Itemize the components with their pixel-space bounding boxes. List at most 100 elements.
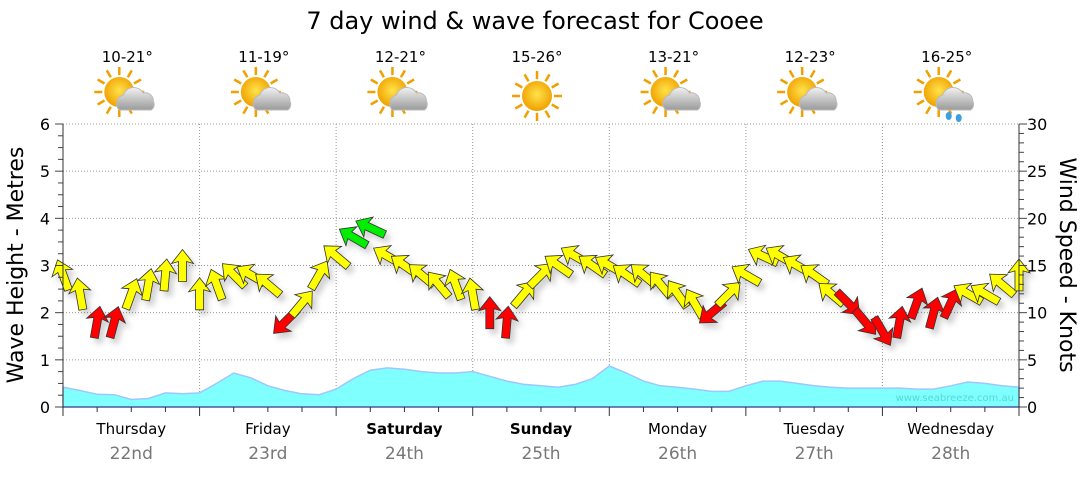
wind-arrow-shape [509,281,535,310]
wind-arrow [323,245,352,271]
wind-arrow [120,278,144,311]
cloud [252,87,292,111]
wind-arrow-shape [323,245,352,271]
sun-ray [97,99,106,106]
sun-ray [523,110,530,119]
day-date: 22nd [110,444,153,464]
y-tick-left: 3 [40,257,50,276]
wave-height-area [62,365,1020,408]
y-tick-right: 5 [1027,351,1037,370]
wind-arrow [544,254,575,279]
wind-arrow-shape [939,288,963,320]
sunny-icon [512,71,562,121]
cloud [116,87,155,111]
wind-arrow [443,268,467,302]
sun-ray [643,99,652,106]
y-tick-left: 4 [40,209,50,228]
watermark: www.seabreeze.com.au [896,393,1014,404]
partly-cloudy-icon [367,67,428,117]
sun-ray [263,69,270,78]
day-date: 28th [931,444,970,464]
cloud [389,87,428,111]
wind-arrow [509,281,535,310]
sun-ray [242,69,249,78]
cloud-rain-icon [913,67,975,122]
wind-arrow-shape [120,278,144,311]
y-tick-right: 25 [1027,162,1047,181]
wind-arrow-shape [714,282,741,309]
wind-arrow [526,263,553,290]
sun-ray [679,78,688,85]
sun-ray [105,69,112,78]
sun-ray [105,106,112,115]
cloud [799,87,838,111]
axes: 0 1 2 3 4 5 6 0 5 10 15 20 25 30 [40,115,1048,417]
rain-drop [955,114,962,122]
y-tick-right: 15 [1027,257,1047,276]
sun-ray [523,73,530,82]
sun-ray [233,99,242,106]
wind-arrow-shape [905,287,929,321]
day-date: 25th [521,444,560,464]
wind-arrow [970,282,1002,306]
sun-ray [946,69,953,78]
sun-ray [779,78,789,85]
sun-ray [544,73,551,82]
partly-cloudy-icon [777,67,838,117]
sun-ray [925,106,932,115]
wind-arrow-shape [731,263,763,287]
day-temperature: 10-21° [102,48,153,66]
sun-ray [952,78,961,85]
sun-ray [779,99,789,106]
day-temperature: 12-21° [375,48,426,66]
sun-ray [651,106,659,115]
wind-arrow [255,273,284,299]
sun-ray [809,69,816,78]
day-temperature: 15-26° [511,48,562,66]
day-name: Thursday [95,420,166,438]
wind-arrow [170,248,195,282]
day-temperature: 12-23° [785,48,836,66]
wind-arrow-shape [51,259,74,292]
wind-arrow-shape [989,273,1018,299]
wind-arrow-shape [170,248,195,282]
day-labels: Thursday 22nd 10-21° Friday 23rd 11-19° Saturd… [94,48,994,464]
wind-arrow [870,315,894,346]
wind-arrow [67,277,92,311]
sun-ray [233,78,242,85]
wind-arrow-shape [355,216,388,239]
wind-arrow-shape [85,305,110,340]
sun-ray [406,78,415,85]
wave-area [62,365,1020,408]
sun-ray [126,69,133,78]
sun-ray [378,106,386,115]
y-axis-right-label: Wind Speed - Knots [1054,157,1079,372]
sun-ray [242,106,249,115]
sun-ray [643,78,652,85]
sun [522,81,552,111]
day-name: Friday [245,420,291,438]
day-date: 24th [385,444,424,464]
wind-arrow [153,258,178,292]
y-axis-left-label: Wave Height - Metres [4,147,29,384]
wind-arrow [338,226,370,250]
sun-ray [916,78,925,85]
wind-arrow [494,305,520,339]
sun-ray [788,106,795,115]
wind-arrow [85,305,110,340]
wind-arrow [578,254,609,279]
wind-arrow-shape [136,268,161,302]
wind-arrow [288,290,313,319]
wind-arrow [989,273,1018,299]
sun-ray [399,69,407,78]
wind-arrow-shape [307,260,331,292]
wind-arrow-shape [460,277,485,311]
wind-arrow [905,287,929,321]
day-name: Sunday [510,420,573,438]
wind-arrow-shape [833,288,861,315]
wind-arrow-shape [187,277,212,311]
partly-cloudy-icon [230,67,292,117]
wind-arrow-shape [870,315,894,346]
rain-drop [945,112,952,120]
sun-ray [514,82,523,89]
